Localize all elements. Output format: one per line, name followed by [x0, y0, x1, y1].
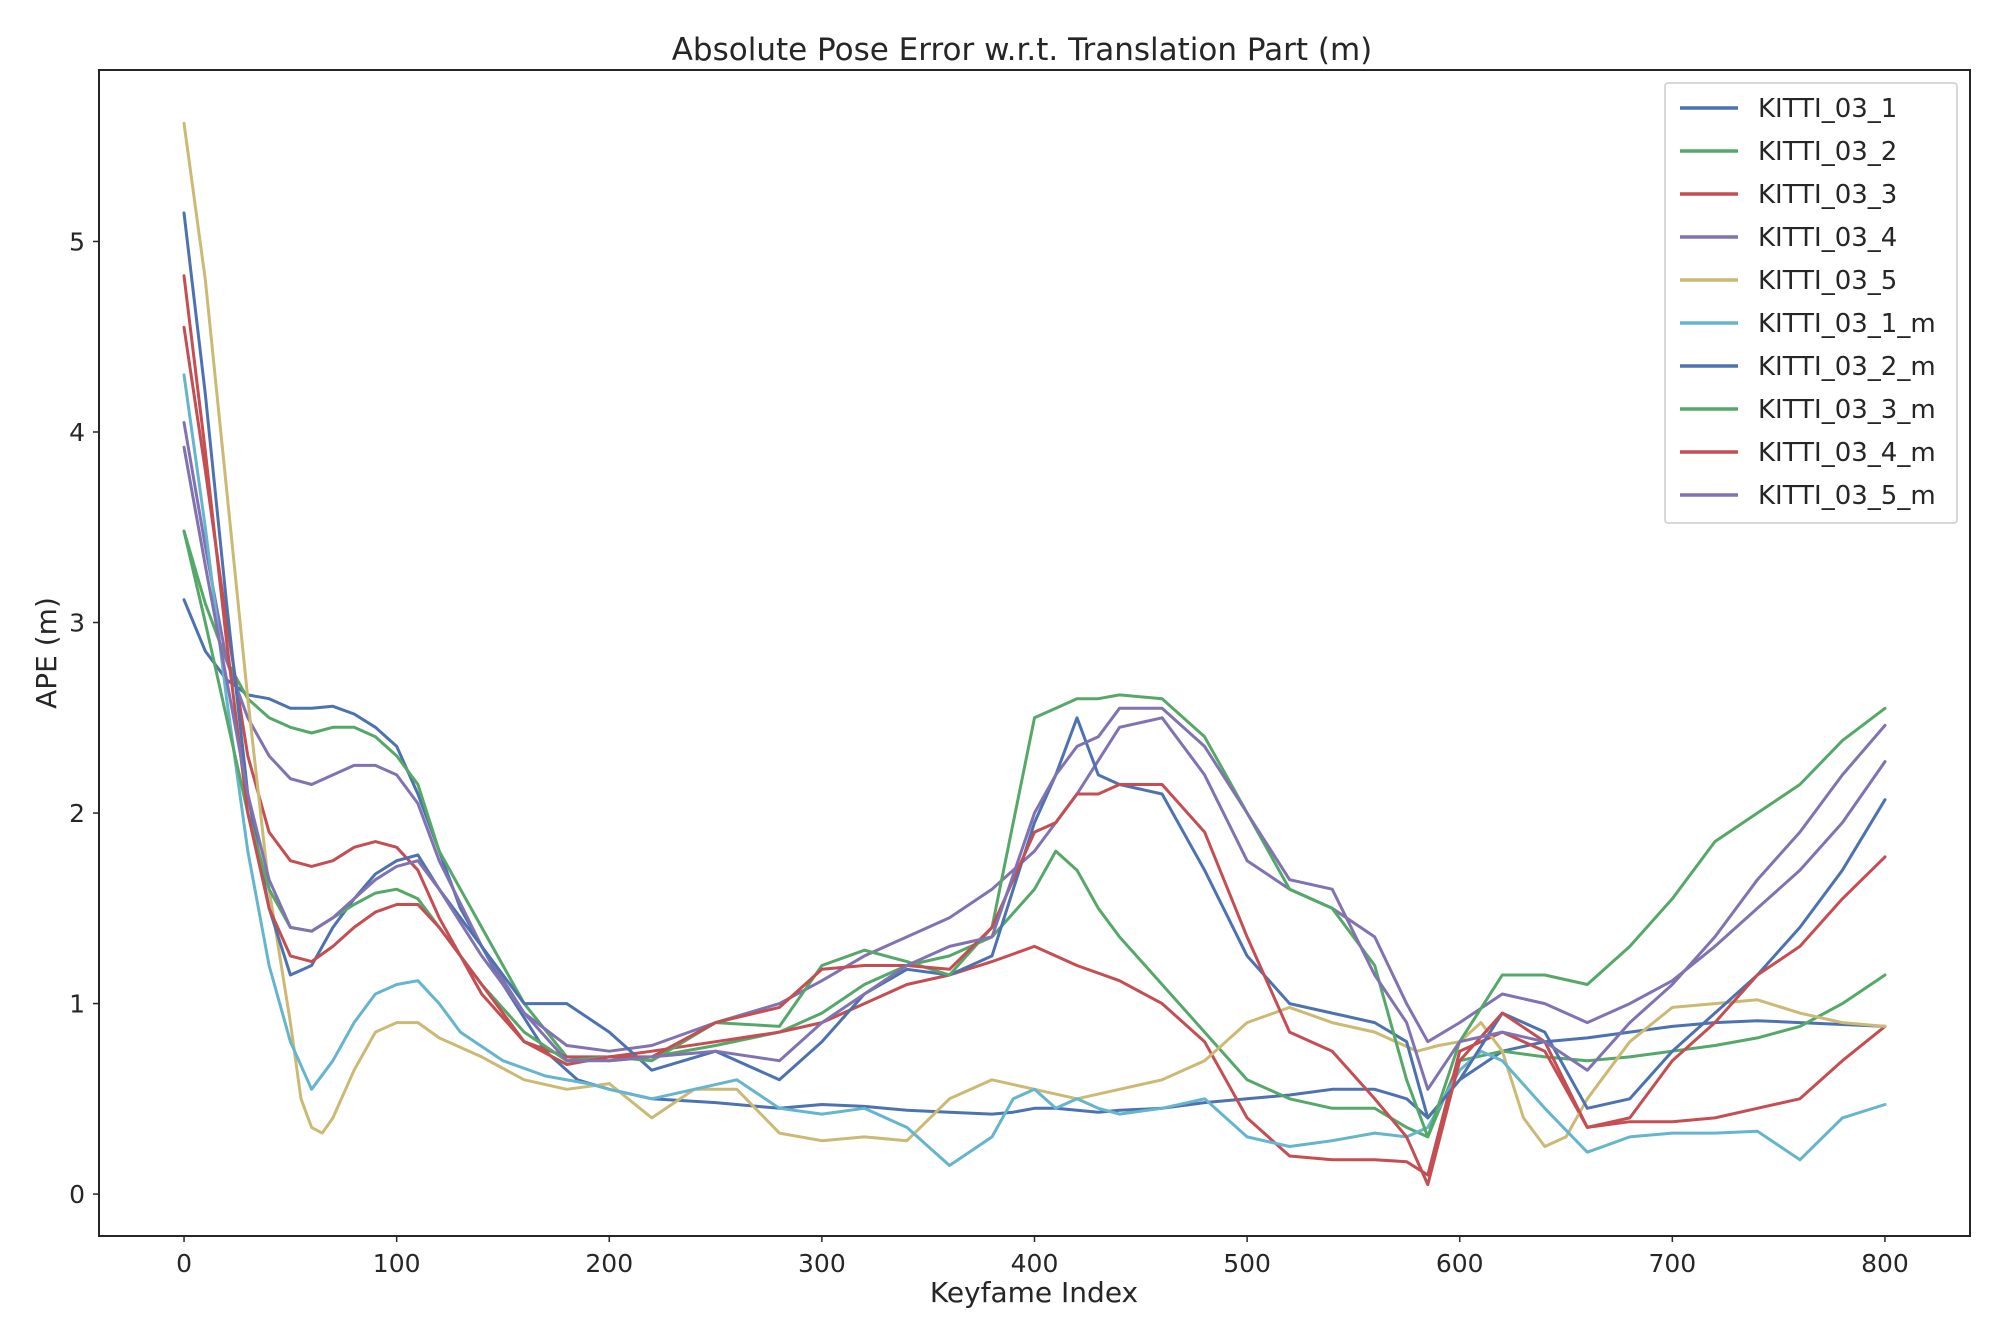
x-tick-label: 400 — [1011, 1249, 1059, 1278]
legend-label: KITTI_03_4 — [1758, 223, 1897, 253]
legend-label: KITTI_03_5 — [1758, 266, 1897, 296]
legend-label: KITTI_03_1 — [1758, 94, 1897, 124]
x-tick-label: 800 — [1861, 1249, 1909, 1278]
series-line-kitti-03-2-m — [182, 211, 1887, 1120]
x-tick-label: 200 — [585, 1249, 633, 1278]
series-line-kitti-03-4-m — [182, 274, 1887, 1187]
series-line-kitti-03-5 — [182, 121, 1887, 1148]
chart-title: Absolute Pose Error w.r.t. Translation P… — [672, 32, 1373, 68]
y-tick-label: 3 — [69, 609, 85, 638]
x-tick-label: 700 — [1648, 1249, 1696, 1278]
legend: KITTI_03_1 KITTI_03_2 KITTI_03_3 KITTI_03_4… — [1664, 82, 1958, 524]
y-axis-label: APE (m) — [30, 597, 63, 709]
legend-label: KITTI_03_4_m — [1758, 438, 1936, 468]
y-tick-label: 5 — [69, 227, 85, 256]
series-line-kitti-03-5-m — [182, 445, 1887, 1091]
x-tick-label: 500 — [1223, 1249, 1271, 1278]
legend-label: KITTI_03_2 — [1758, 137, 1897, 167]
legend-label: KITTI_03_3_m — [1758, 395, 1936, 425]
legend-label: KITTI_03_2_m — [1758, 352, 1936, 382]
y-tick-label: 2 — [69, 799, 85, 828]
y-tick-label: 0 — [69, 1180, 85, 1209]
x-tick-label: 0 — [176, 1249, 192, 1278]
x-tick-label: 100 — [373, 1249, 421, 1278]
series-line-kitti-03-1-m — [182, 373, 1887, 1167]
y-tick-label: 4 — [69, 418, 85, 447]
x-tick-label: 300 — [798, 1249, 846, 1278]
y-tick-label: 1 — [69, 990, 85, 1019]
legend-label: KITTI_03_3 — [1758, 180, 1897, 210]
series-line-kitti-03-3 — [182, 325, 1887, 1177]
x-axis: 0 100 200 300 400 500 600 700 800 — [176, 1236, 1909, 1278]
legend-label: KITTI_03_1_m — [1758, 309, 1936, 339]
series-lines — [182, 121, 1887, 1187]
x-axis-label: Keyfame Index — [930, 1276, 1138, 1309]
series-line-kitti-03-4 — [182, 421, 1887, 1053]
y-axis: 0 1 2 3 4 5 — [69, 227, 99, 1209]
legend-label: KITTI_03_5_m — [1758, 481, 1936, 511]
x-tick-label: 600 — [1436, 1249, 1484, 1278]
